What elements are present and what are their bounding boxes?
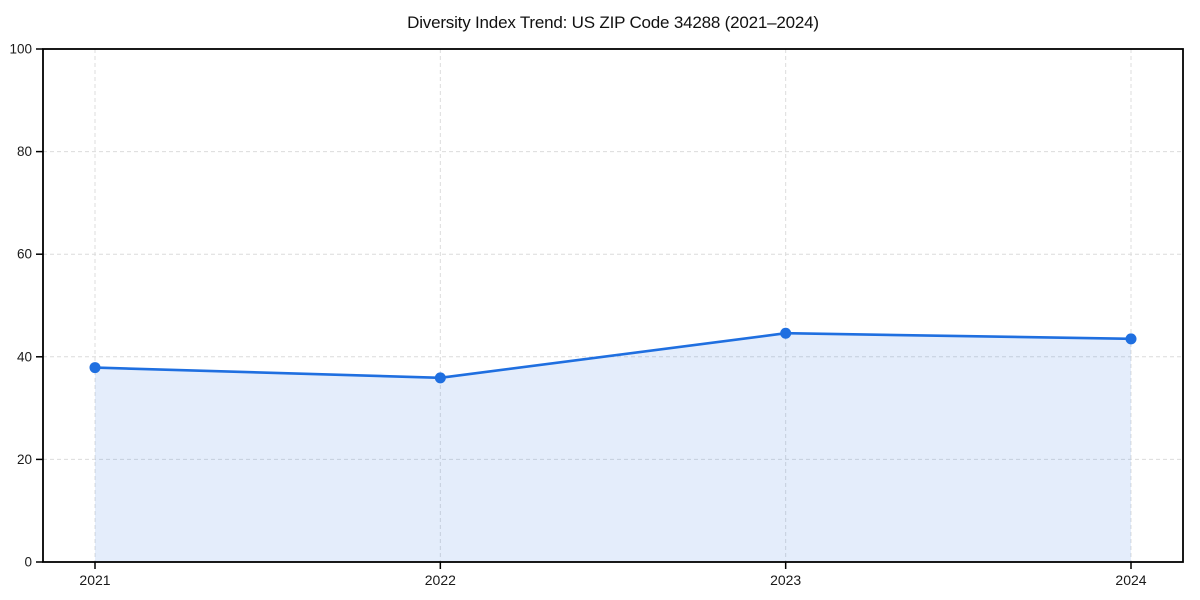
y-axis-tick-label: 60 (17, 247, 32, 262)
x-axis-tick-label: 2023 (770, 572, 801, 588)
trend-line (93, 331, 1133, 380)
area-fill (95, 333, 1131, 562)
data-point-2024 (1125, 333, 1137, 345)
plot-frame (42, 48, 1184, 563)
chart-title: Diversity Index Trend: US ZIP Code 34288… (407, 13, 819, 32)
data-point-2022 (434, 372, 446, 384)
y-axis-tick-label: 20 (17, 452, 32, 467)
y-axis-tick-label: 100 (9, 42, 32, 57)
x-axis-tick-label: 2021 (79, 572, 110, 588)
y-axis-tick-label: 80 (17, 144, 32, 159)
x-axis-tick-label: 2024 (1115, 572, 1146, 588)
x-axis-tick-label: 2022 (425, 572, 456, 588)
data-point-2023 (780, 327, 792, 339)
y-axis-tick-label: 0 (24, 555, 32, 570)
data-point-2021 (89, 362, 101, 374)
y-axis-tick-label: 40 (17, 349, 32, 364)
